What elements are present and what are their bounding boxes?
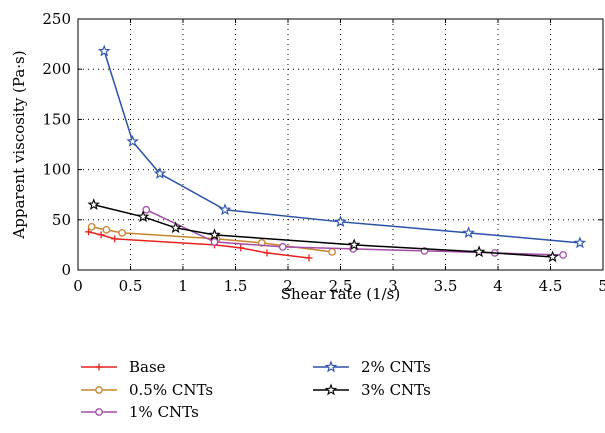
data-point [87, 198, 101, 211]
data-point [102, 225, 111, 234]
data-point [305, 254, 313, 262]
legend-marker [95, 386, 103, 394]
y-tick-label: 200 [42, 60, 71, 78]
y-tick-label: 50 [52, 211, 71, 229]
legend-item: 1% CNTs [81, 403, 199, 421]
data-point [278, 243, 287, 251]
series-2-cnts [97, 44, 587, 249]
legend-marker [324, 360, 338, 373]
data-point [210, 238, 219, 246]
x-tick-label: 1 [178, 277, 188, 295]
data-point [328, 248, 336, 256]
data-point [118, 229, 126, 237]
x-axis-title: Shear rate (1/s) [281, 285, 400, 303]
series-layer [85, 44, 587, 263]
x-tick-label: 5 [598, 277, 605, 295]
data-point [136, 210, 150, 223]
data-point [334, 215, 347, 228]
legend-label: 3% CNTs [361, 381, 431, 399]
data-point [347, 238, 361, 251]
y-tick-label: 250 [42, 10, 71, 28]
data-point [85, 228, 92, 236]
x-tick-label: 2 [283, 277, 293, 295]
data-point [263, 249, 271, 257]
legend-label: 1% CNTs [129, 403, 199, 421]
series-line [103, 50, 580, 244]
data-point [218, 203, 232, 216]
data-point [111, 235, 119, 243]
data-point [559, 251, 567, 259]
legend: Base 0.5% CNTs 1% CNTs 2% CNTs 3% CNTs [81, 358, 431, 421]
grid [78, 19, 603, 270]
legend-label: 0.5% CNTs [129, 381, 213, 399]
data-point [169, 221, 182, 234]
legend-item: Base [81, 358, 166, 376]
x-tick-label: 1.5 [224, 277, 248, 295]
legend-marker [324, 383, 338, 396]
x-tick-label: 3 [388, 277, 398, 295]
x-tick-label: 4 [493, 277, 503, 295]
x-tick-label: 2.5 [329, 277, 353, 295]
data-point [208, 228, 221, 241]
data-point [87, 222, 96, 231]
data-point [142, 205, 151, 214]
data-point [237, 244, 245, 252]
legend-marker [95, 363, 103, 371]
x-tick-label: 4.5 [539, 277, 563, 295]
y-tick-label: 0 [61, 261, 71, 279]
data-point [153, 167, 167, 179]
x-tick-label: 3.5 [434, 277, 458, 295]
series-1-cnts [142, 205, 567, 259]
x-tick-label: 0 [73, 277, 83, 295]
data-point [97, 231, 105, 239]
legend-marker [95, 408, 103, 416]
legend-label: Base [129, 358, 166, 376]
legend-item: 2% CNTs [313, 358, 431, 376]
legend-item: 0.5% CNTs [81, 381, 213, 399]
data-point [97, 44, 111, 57]
legend-item: 3% CNTs [313, 381, 431, 399]
y-tick-label: 100 [42, 161, 71, 179]
data-point [462, 226, 475, 239]
x-tick-label: 0.5 [119, 277, 143, 295]
y-axis-title: Apparent viscosity (Pa·s) [10, 50, 28, 239]
data-point [126, 134, 139, 147]
series-line [93, 204, 553, 258]
data-point [472, 245, 486, 258]
data-point [546, 250, 559, 263]
series-3-cnts [87, 198, 559, 263]
legend-label: 2% CNTs [361, 358, 431, 376]
data-point [573, 236, 587, 249]
y-tick-label: 150 [42, 110, 71, 128]
